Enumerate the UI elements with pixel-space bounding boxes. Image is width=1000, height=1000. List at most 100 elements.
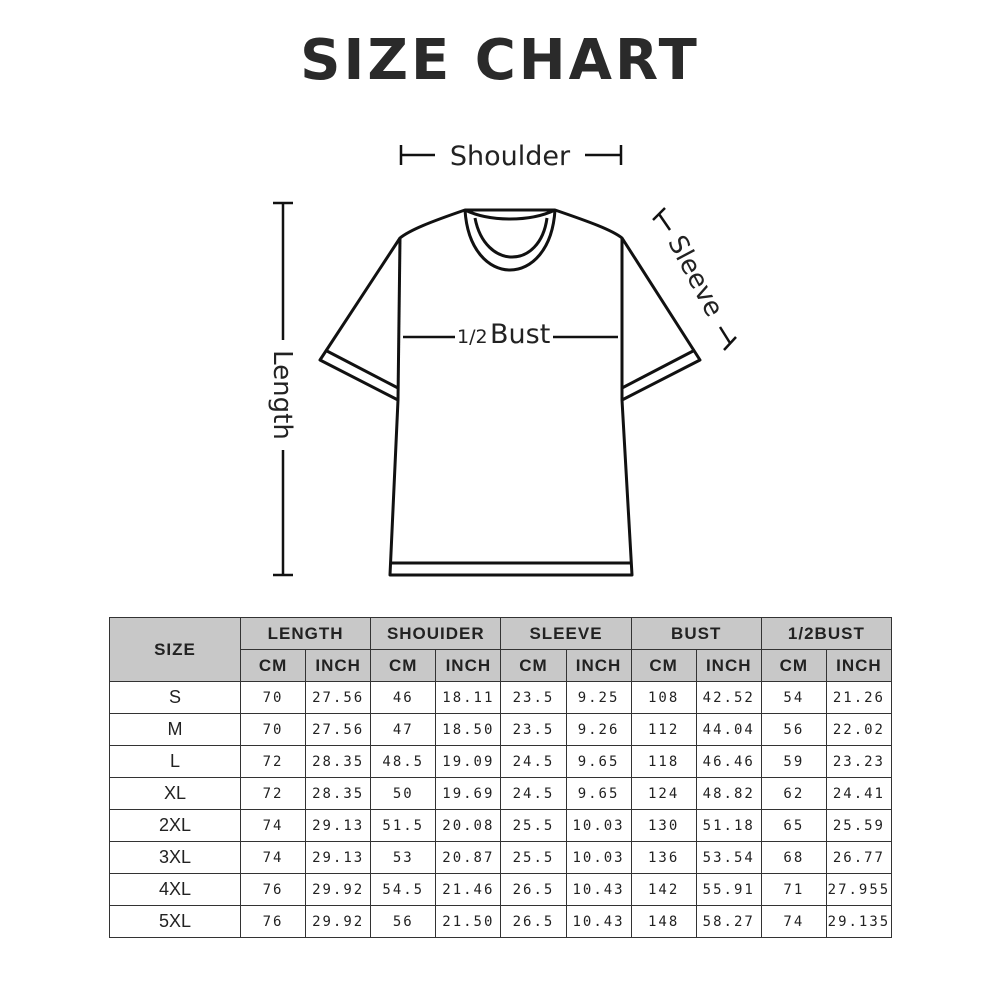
value-cell: 68: [760, 841, 827, 874]
value-cell: 46: [370, 681, 437, 714]
value-cell: 28.35: [305, 745, 372, 778]
value-cell: 21.50: [435, 905, 502, 938]
table-row: S 70 27.56 46 18.11 23.5 9.25 108 42.52 54 21.26: [109, 681, 892, 714]
size-table: SIZE LENGTH SHOUIDER SLEEVE BUST 1/2BUST CM INC…: [109, 617, 892, 938]
value-cell: 21.46: [435, 873, 502, 906]
value-cell: 62: [760, 777, 827, 810]
unit-header: INCH: [565, 649, 632, 682]
value-cell: 53.54: [695, 841, 762, 874]
table-row: XL 72 28.35 50 19.69 24.5 9.65 124 48.82 62 24.41: [109, 777, 892, 810]
value-cell: 48.82: [695, 777, 762, 810]
header-row-groups: SIZE LENGTH SHOUIDER SLEEVE BUST 1/2BUST: [109, 617, 892, 682]
value-cell: 9.25: [565, 681, 632, 714]
unit-header: CM: [370, 649, 437, 682]
unit-header: CM: [760, 649, 827, 682]
value-cell: 18.50: [435, 713, 502, 746]
value-cell: 19.69: [435, 777, 502, 810]
value-cell: 29.13: [305, 809, 372, 842]
collar-outer: [463, 209, 557, 272]
unit-header: INCH: [695, 649, 762, 682]
value-cell: 124: [630, 777, 697, 810]
value-cell: 130: [630, 809, 697, 842]
value-cell: 72: [239, 745, 307, 778]
value-cell: 48.5: [370, 745, 437, 778]
length-label: Length: [267, 350, 297, 440]
value-cell: 54.5: [370, 873, 437, 906]
value-cell: 10.43: [565, 905, 632, 938]
bust-label: Bust: [490, 319, 550, 350]
group-header: 1/2BUST: [760, 617, 892, 650]
size-cell: M: [109, 713, 241, 746]
value-cell: 42.52: [695, 681, 762, 714]
value-cell: 29.13: [305, 841, 372, 874]
left-side-seam: [396, 237, 402, 401]
size-cell: 5XL: [109, 905, 241, 938]
value-cell: 26.77: [825, 841, 892, 874]
value-cell: 27.56: [305, 713, 372, 746]
value-cell: 10.03: [565, 841, 632, 874]
collar-top: [464, 208, 556, 221]
size-cell: XL: [109, 777, 241, 810]
page-title: SIZE CHART: [300, 28, 700, 93]
value-cell: 20.87: [435, 841, 502, 874]
value-cell: 23.5: [500, 681, 567, 714]
table-row: 2XL 74 29.13 51.5 20.08 25.5 10.03 130 51.18 65 25…: [109, 809, 892, 842]
group-header: LENGTH: [239, 617, 372, 650]
size-header: SIZE: [109, 617, 241, 682]
bust-prefix-label: 1/2: [457, 326, 488, 348]
value-cell: 71: [760, 873, 827, 906]
value-cell: 59: [760, 745, 827, 778]
unit-header: CM: [630, 649, 697, 682]
value-cell: 10.03: [565, 809, 632, 842]
value-cell: 72: [239, 777, 307, 810]
table-row: L 72 28.35 48.5 19.09 24.5 9.65 118 46.46 59 23.23: [109, 745, 892, 778]
value-cell: 24.41: [825, 777, 892, 810]
group-header: BUST: [630, 617, 762, 650]
value-cell: 70: [239, 681, 307, 714]
value-cell: 21.26: [825, 681, 892, 714]
value-cell: 65: [760, 809, 827, 842]
value-cell: 51.5: [370, 809, 437, 842]
value-cell: 55.91: [695, 873, 762, 906]
shoulder-label: Shoulder: [450, 141, 571, 172]
value-cell: 51.18: [695, 809, 762, 842]
value-cell: 27.955: [825, 873, 892, 906]
value-cell: 108: [630, 681, 697, 714]
unit-header: CM: [500, 649, 567, 682]
value-cell: 25.5: [500, 809, 567, 842]
value-cell: 26.5: [500, 905, 567, 938]
size-cell: 3XL: [109, 841, 241, 874]
value-cell: 53: [370, 841, 437, 874]
collar-inner: [473, 217, 549, 259]
shirt-outline: [318, 208, 702, 577]
unit-header: INCH: [825, 649, 892, 682]
value-cell: 142: [630, 873, 697, 906]
value-cell: 136: [630, 841, 697, 874]
value-cell: 112: [630, 713, 697, 746]
size-cell: S: [109, 681, 241, 714]
group-header: SHOUIDER: [370, 617, 502, 650]
value-cell: 24.5: [500, 777, 567, 810]
value-cell: 18.11: [435, 681, 502, 714]
size-cell: L: [109, 745, 241, 778]
table-row: 5XL 76 29.92 56 21.50 26.5 10.43 148 58.27 74 29.1…: [109, 905, 892, 938]
value-cell: 46.46: [695, 745, 762, 778]
value-cell: 76: [239, 873, 307, 906]
value-cell: 56: [370, 905, 437, 938]
value-cell: 23.23: [825, 745, 892, 778]
value-cell: 22.02: [825, 713, 892, 746]
table-row: 3XL 74 29.13 53 20.87 25.5 10.03 136 53.54 68 26.7…: [109, 841, 892, 874]
group-header: SLEEVE: [500, 617, 632, 650]
value-cell: 58.27: [695, 905, 762, 938]
value-cell: 25.5: [500, 841, 567, 874]
value-cell: 9.26: [565, 713, 632, 746]
sleeve-label: Sleeve: [661, 231, 728, 322]
value-cell: 28.35: [305, 777, 372, 810]
value-cell: 74: [239, 809, 307, 842]
value-cell: 29.92: [305, 873, 372, 906]
value-cell: 74: [760, 905, 827, 938]
value-cell: 25.59: [825, 809, 892, 842]
value-cell: 9.65: [565, 745, 632, 778]
value-cell: 24.5: [500, 745, 567, 778]
value-cell: 29.92: [305, 905, 372, 938]
